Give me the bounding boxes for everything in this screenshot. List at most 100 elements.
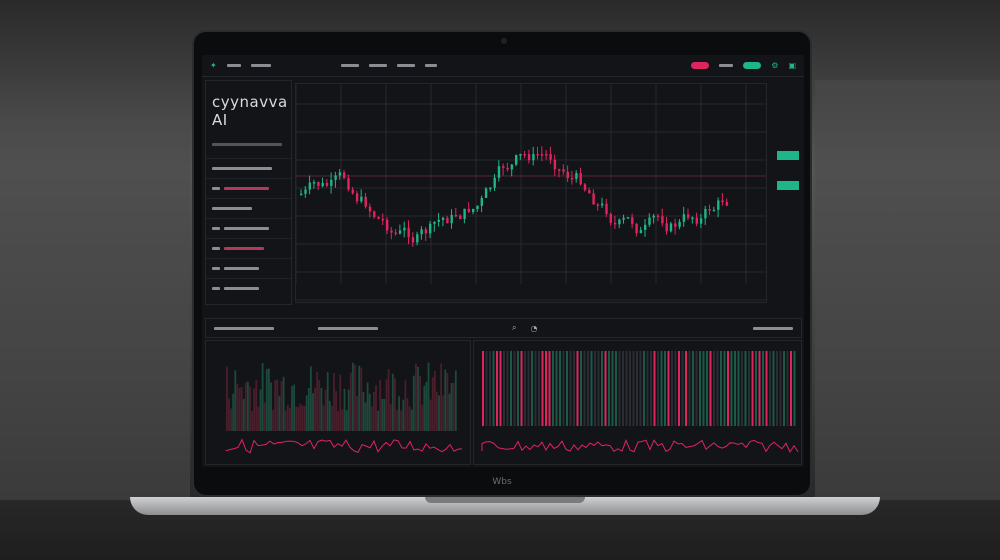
volume-bar — [232, 393, 235, 431]
volume-bar — [236, 383, 239, 431]
sidebar-item[interactable] — [206, 258, 291, 278]
volume-bar — [440, 363, 442, 431]
price-axis — [767, 83, 802, 303]
candle — [695, 217, 698, 224]
settings-icon[interactable]: ⚙ — [771, 61, 779, 70]
heatmap-column — [541, 351, 544, 426]
candle — [656, 215, 660, 218]
sidebar-item[interactable] — [206, 238, 291, 258]
heatmap-column — [615, 351, 617, 426]
sidebar-item[interactable] — [206, 158, 291, 178]
sidebar: cyynavva AI — [205, 80, 292, 305]
volume-bar — [396, 410, 398, 431]
search-icon[interactable]: ⌕ — [512, 323, 517, 332]
heatmap-column — [674, 351, 677, 426]
laptop-base — [130, 497, 880, 515]
candle — [390, 230, 393, 233]
candle — [644, 224, 647, 230]
menu-item[interactable] — [368, 64, 387, 67]
sell-button[interactable] — [777, 181, 799, 190]
volume-bar — [299, 403, 302, 431]
heatmap-column — [713, 351, 715, 426]
heatmap-column — [699, 351, 701, 426]
candle — [411, 237, 415, 243]
buy-button[interactable] — [777, 151, 799, 160]
candle — [609, 213, 612, 223]
candle — [373, 211, 376, 218]
heatmap-column — [678, 351, 680, 426]
volume-bar — [433, 371, 436, 431]
heatmap-column — [513, 351, 516, 426]
volume-bar — [406, 398, 409, 431]
volume-bar — [415, 363, 417, 431]
heatmap-column — [709, 351, 712, 426]
heatmap-column — [779, 351, 782, 426]
candle — [364, 196, 367, 207]
candle — [652, 215, 655, 218]
candle — [648, 217, 651, 225]
volume-bar — [230, 408, 232, 431]
volume-bar — [259, 389, 262, 431]
volume-bar — [286, 404, 289, 431]
volume-bar — [450, 383, 453, 431]
menu-item[interactable] — [250, 64, 271, 67]
heatmap-column — [548, 351, 551, 426]
candle — [506, 167, 509, 170]
heatmap-column — [772, 351, 775, 426]
heatmap-column — [608, 351, 610, 426]
candlestick-chart[interactable] — [295, 83, 767, 303]
candle — [558, 169, 561, 171]
heatmap-column — [660, 351, 663, 426]
heatmap-column — [524, 351, 526, 426]
candle — [317, 182, 320, 187]
city-background — [0, 120, 190, 500]
heatmap-column — [576, 351, 579, 426]
toolbar-item[interactable] — [214, 326, 274, 330]
volume-bar — [247, 381, 249, 431]
candle — [493, 177, 496, 188]
volume-bar — [303, 405, 306, 431]
volume-bar — [295, 406, 298, 431]
volume-bar — [268, 368, 270, 431]
toolbar-item[interactable] — [753, 326, 793, 330]
notification-icon[interactable]: ◔ — [530, 323, 538, 333]
menu-item[interactable] — [226, 64, 241, 67]
buy-badge[interactable] — [743, 62, 762, 69]
volume-bar — [322, 405, 325, 431]
menu-item[interactable] — [340, 64, 359, 67]
volume-bar — [370, 406, 373, 431]
heatmap-column — [618, 351, 621, 426]
sidebar-item[interactable] — [206, 278, 291, 298]
heatmap-column — [485, 351, 488, 426]
volume-bar — [360, 367, 363, 431]
volume-bar — [366, 382, 369, 431]
candle — [712, 209, 716, 212]
oscillator-line — [481, 439, 799, 453]
candle — [476, 205, 479, 210]
heatmap-column — [646, 351, 649, 426]
heatmap-column — [531, 351, 533, 426]
sidebar-item[interactable] — [206, 218, 291, 238]
volume-bar — [427, 362, 430, 431]
user-icon[interactable]: ▣ — [788, 61, 796, 70]
menu-item[interactable] — [396, 64, 415, 67]
menu-item[interactable] — [424, 64, 437, 67]
heatmap-column — [695, 351, 698, 426]
candle — [489, 187, 492, 190]
candle — [523, 154, 526, 156]
sidebar-item[interactable] — [206, 198, 291, 218]
volume-bar — [398, 396, 400, 431]
toolbar-item[interactable] — [318, 326, 378, 330]
candle — [441, 217, 445, 220]
candle — [484, 188, 488, 198]
volume-bar — [240, 386, 243, 431]
candle — [549, 154, 552, 160]
heatmap-column — [657, 351, 659, 426]
candle — [334, 175, 337, 180]
sell-badge[interactable] — [691, 62, 710, 69]
candle — [596, 204, 600, 206]
volume-bar — [328, 400, 331, 431]
volume-bar — [312, 393, 314, 431]
volume-bar — [404, 380, 407, 431]
sidebar-item[interactable] — [206, 178, 291, 198]
